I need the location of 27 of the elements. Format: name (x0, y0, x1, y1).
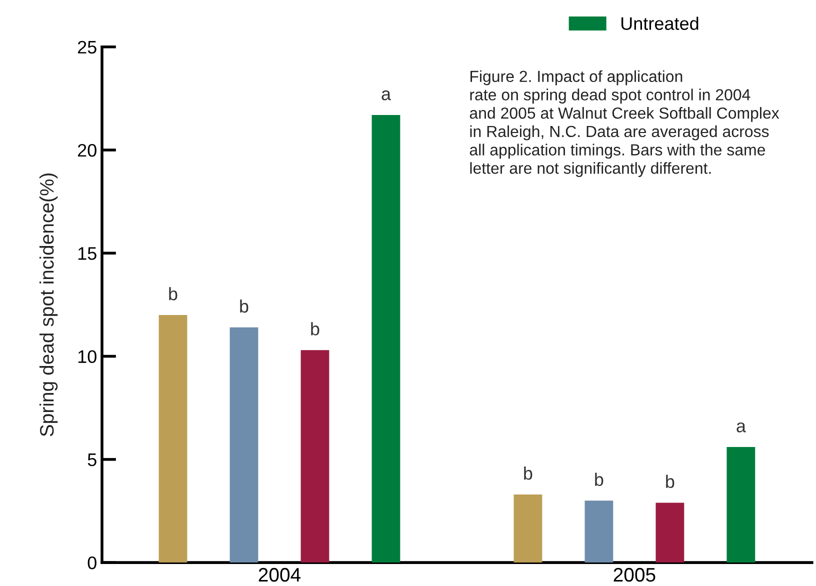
x-tick-label: 2004 (258, 568, 301, 582)
y-axis-title: Spring dead spot incidence(%) (39, 174, 58, 436)
y-tick-label: 5 (88, 454, 96, 466)
x-tick-label: 2005 (614, 568, 656, 582)
bar (584, 500, 614, 563)
legend-label: Untreated (621, 16, 698, 30)
bar (656, 502, 684, 563)
y-tick-label: 25 (78, 40, 96, 54)
data-label: b (169, 287, 178, 300)
data-label: b (240, 299, 248, 313)
data-label: b (524, 466, 532, 480)
annotation: Figure 2. Impact of application rate on spring dead spot control in 2004 and 2005 at Walnut Creek Softball Complex in Raleigh, N.C. Data are averaged across all application timings. Bars with the same letter are not significantly different. (470, 70, 780, 178)
bar (514, 494, 542, 563)
bar (230, 327, 258, 563)
y-tick-label: 0 (88, 556, 96, 570)
data-label: b (595, 472, 604, 486)
bar (372, 114, 400, 563)
data-label: b (311, 322, 320, 336)
bar (300, 350, 330, 563)
y-tick-label: 10 (78, 350, 96, 364)
data-label: a (736, 422, 746, 432)
data-label: a (382, 90, 391, 100)
bar (158, 315, 188, 563)
bar (726, 447, 756, 563)
y-tick-label: 20 (78, 144, 96, 157)
data-label: b (666, 474, 674, 488)
y-tick-label: 15 (78, 247, 96, 260)
